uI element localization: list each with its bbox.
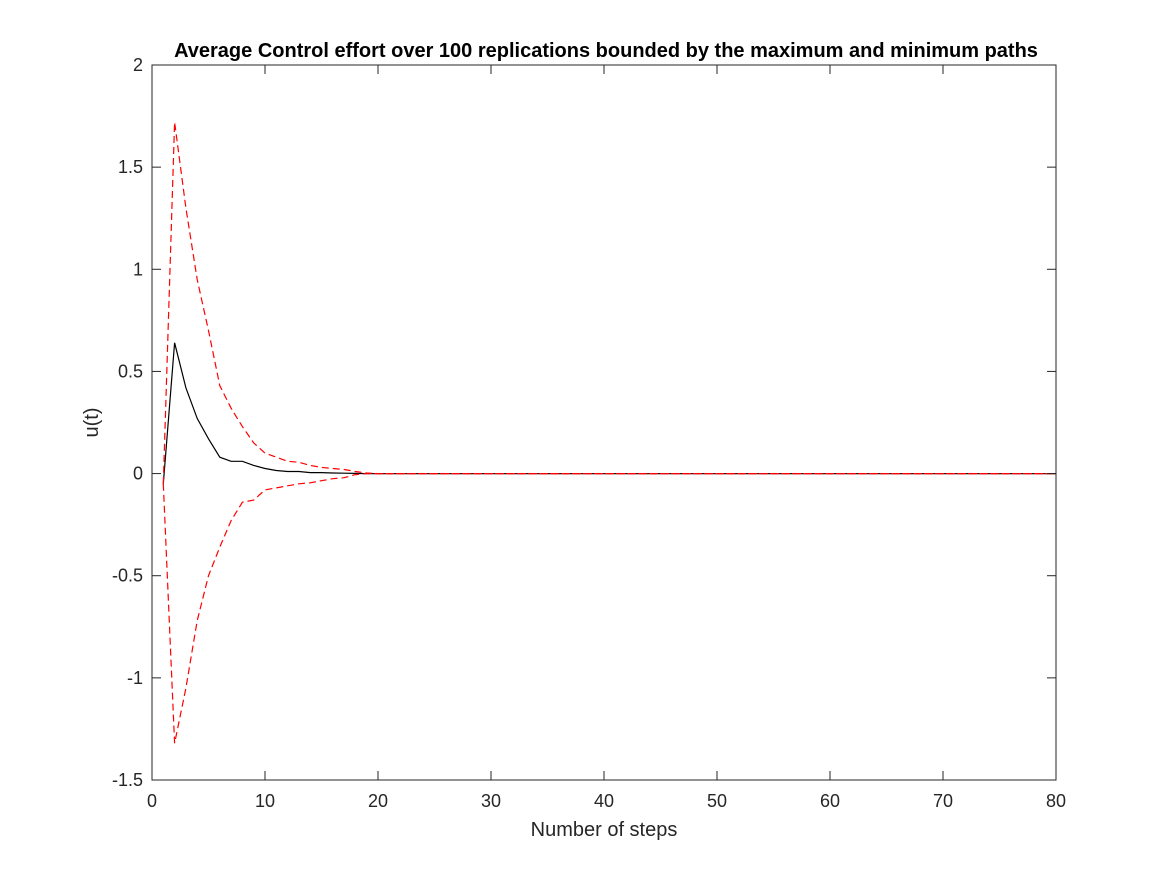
series-line-minimum: [162, 473, 1056, 744]
y-tick-label: 0.5: [118, 361, 143, 381]
y-tick-label: 0: [133, 464, 143, 484]
x-tick-label: 20: [368, 791, 388, 811]
y-tick-label: 1: [133, 259, 143, 279]
x-axis-label: Number of steps: [531, 819, 678, 841]
y-tick-label: 1.5: [118, 157, 143, 177]
x-tick-label: 50: [707, 791, 727, 811]
x-tick-label: 70: [933, 791, 953, 811]
tick-layer: 0 10 20 30 40 50 60 70 80 -1.5 -1 -0.5 0 0.5 1 1.5 2: [112, 55, 1066, 811]
x-tick-label: 10: [255, 791, 275, 811]
plot-area: [152, 65, 1056, 780]
y-tick-label: -1.5: [112, 770, 143, 790]
y-tick-label: 2: [133, 55, 143, 75]
series-line-average: [162, 342, 1056, 484]
chart-title: Average Control effort over 100 replicat…: [174, 40, 1038, 62]
y-tick-label: -1: [127, 668, 143, 688]
series-layer: [162, 122, 1056, 744]
x-tick-label: 0: [147, 791, 157, 811]
x-tick-label: 80: [1046, 791, 1066, 811]
x-tick-label: 60: [820, 791, 840, 811]
y-tick-label: -0.5: [112, 566, 143, 586]
x-tick-label: 40: [594, 791, 614, 811]
y-axis-label: u(t): [81, 408, 103, 438]
x-tick-label: 30: [481, 791, 501, 811]
